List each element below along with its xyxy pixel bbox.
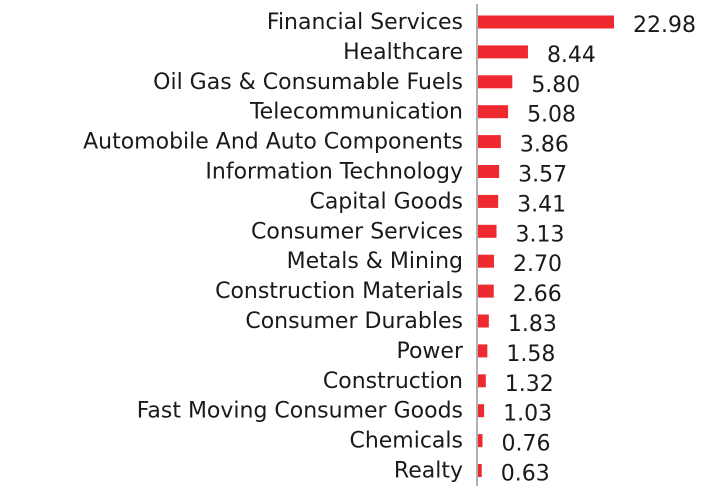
bar [478,75,513,89]
value-label: 3.13 [516,222,565,247]
category-label: Power [396,339,463,364]
bar [478,314,489,328]
category-label: Healthcare [343,40,463,65]
bar [478,254,494,268]
value-label: 22.98 [633,13,696,38]
bar [478,15,614,29]
category-label: Telecommunication [249,100,463,125]
value-label: 2.70 [513,252,562,277]
bar [478,224,497,238]
category-label: Fast Moving Consumer Goods [137,399,463,424]
category-label: Metals & Mining [287,249,463,274]
category-label: Consumer Services [251,219,463,244]
category-label: Financial Services [267,10,463,35]
value-label: 1.32 [505,372,554,397]
value-label: 3.57 [518,163,567,188]
value-label: 5.08 [527,103,576,128]
bar [478,464,482,477]
value-label: 0.76 [501,432,550,457]
bar [478,284,494,298]
value-label: 3.86 [520,133,569,158]
bar [478,45,528,59]
category-label: Automobile And Auto Components [83,130,463,155]
value-label: 5.80 [531,73,580,98]
bar [478,404,485,418]
value-label: 3.41 [517,192,566,217]
category-label: Information Technology [205,160,463,185]
category-label: Construction Materials [215,279,463,304]
category-label: Chemicals [349,429,463,454]
bar [478,374,486,388]
value-label: 1.03 [503,402,552,427]
value-label: 1.58 [506,342,555,367]
bar [478,135,501,149]
bar [478,344,488,358]
value-label: 2.66 [513,282,562,307]
value-label: 8.44 [547,43,596,68]
bar [478,165,500,178]
bar [478,105,509,119]
value-label: 1.83 [508,312,557,337]
category-label: Construction [323,369,463,394]
category-label: Oil Gas & Consumable Fuels [153,70,463,95]
value-label: 0.63 [501,462,550,487]
bar [478,434,483,448]
category-label: Realty [394,459,463,484]
category-label: Consumer Durables [245,309,463,334]
bars-group: Financial Services 22.98 Healthcare 8.44 Oil… [83,10,696,487]
category-label: Capital Goods [309,189,463,214]
bar [478,194,499,208]
